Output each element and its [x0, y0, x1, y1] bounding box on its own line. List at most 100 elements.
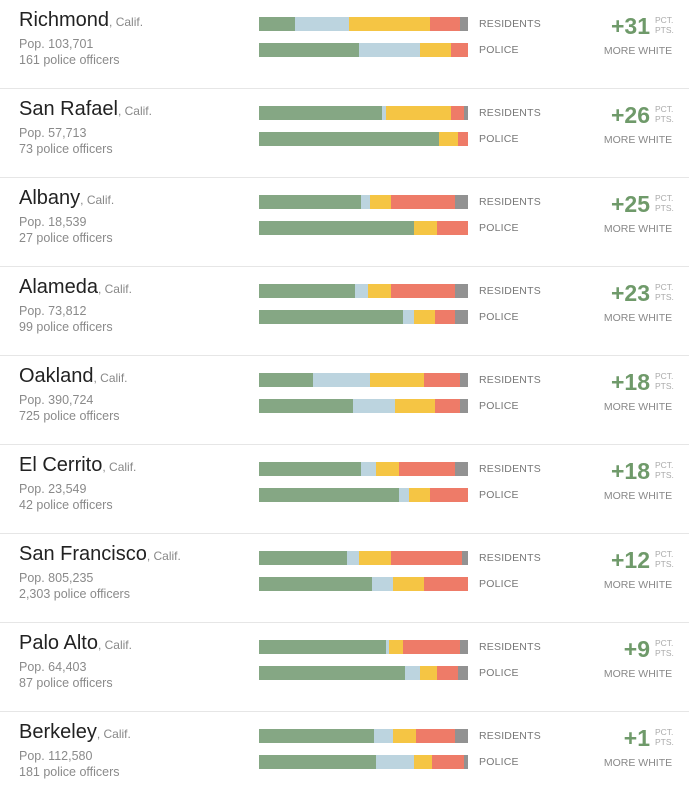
difference-units: PCT. PTS.	[655, 371, 685, 391]
police-segment-hispanic	[413, 755, 433, 769]
residents-segment-hispanic	[367, 284, 391, 298]
residents-label: RESIDENTS	[479, 730, 541, 742]
residents-label: RESIDENTS	[479, 552, 541, 564]
more-white-label: MORE WHITE	[603, 668, 673, 680]
population: Pop. 18,539	[19, 215, 87, 229]
police-bar	[259, 755, 468, 769]
city-name: Palo Alto	[19, 632, 98, 654]
residents-segment-asian	[386, 640, 389, 654]
difference-units: PCT. PTS.	[655, 638, 685, 658]
pts-label: PTS.	[655, 203, 674, 213]
pct-label: PCT.	[655, 638, 674, 648]
residents-bar	[259, 462, 468, 476]
residents-bar	[259, 551, 468, 565]
more-white-label: MORE WHITE	[603, 45, 673, 57]
difference-value: +18	[610, 458, 650, 484]
officer-count: 181 police officers	[19, 765, 120, 779]
residents-segment-hispanic	[388, 640, 404, 654]
residents-segment-black	[424, 373, 460, 387]
police-segment-white	[259, 310, 404, 324]
difference-value: +25	[610, 191, 650, 217]
city-name: San Francisco	[19, 543, 147, 565]
police-bar	[259, 488, 468, 502]
residents-bar	[259, 17, 468, 31]
police-segment-white	[259, 399, 354, 413]
residents-segment-other	[459, 17, 468, 31]
residents-segment-black	[390, 551, 462, 565]
state-label: , Calif.	[117, 104, 152, 118]
pts-label: PTS.	[655, 559, 674, 569]
residents-label: RESIDENTS	[479, 641, 541, 653]
pct-label: PCT.	[655, 104, 674, 114]
residents-segment-hispanic	[392, 729, 416, 743]
police-segment-white	[259, 488, 400, 502]
residents-segment-other	[459, 373, 468, 387]
police-segment-black	[457, 132, 468, 146]
state-label: , Calif.	[97, 638, 132, 652]
residents-segment-hispanic	[359, 551, 391, 565]
officer-count: 2,303 police officers	[19, 587, 130, 601]
police-bar	[259, 132, 468, 146]
city-row: Oakland, Calif. Pop. 390,724 725 police of…	[0, 356, 689, 445]
residents-segment-hispanic	[369, 195, 391, 209]
residents-segment-asian	[361, 462, 377, 476]
police-label: POLICE	[479, 578, 519, 590]
residents-label: RESIDENTS	[479, 18, 541, 30]
officer-count: 27 police officers	[19, 231, 113, 245]
difference-value: +31	[610, 13, 650, 39]
difference-value: +26	[610, 102, 650, 128]
officer-count: 99 police officers	[19, 320, 113, 334]
pct-label: PCT.	[655, 371, 674, 381]
police-segment-black	[430, 488, 468, 502]
residents-label: RESIDENTS	[479, 285, 541, 297]
pct-label: PCT.	[655, 282, 674, 292]
state-label: , Calif.	[96, 727, 131, 741]
residents-bar	[259, 195, 468, 209]
residents-segment-black	[390, 284, 456, 298]
difference-units: PCT. PTS.	[655, 727, 685, 747]
state-label: , Calif.	[93, 371, 128, 385]
officer-count: 161 police officers	[19, 53, 120, 67]
police-segment-black	[451, 43, 468, 57]
city-row: El Cerrito, Calif. Pop. 23,549 42 police o…	[0, 445, 689, 534]
pct-label: PCT.	[655, 549, 674, 559]
police-segment-hispanic	[413, 310, 435, 324]
state-label: , Calif.	[97, 282, 132, 296]
police-segment-asian	[376, 755, 414, 769]
police-label: POLICE	[479, 222, 519, 234]
police-segment-white	[259, 43, 360, 57]
police-label: POLICE	[479, 44, 519, 56]
difference-value: +18	[610, 369, 650, 395]
police-segment-white	[259, 666, 406, 680]
residents-segment-white	[259, 373, 314, 387]
police-segment-hispanic	[394, 399, 435, 413]
pts-label: PTS.	[655, 648, 674, 658]
police-segment-other	[455, 310, 468, 324]
population: Pop. 390,724	[19, 393, 94, 407]
city-name: El Cerrito	[19, 454, 103, 476]
residents-segment-other	[455, 284, 468, 298]
city-title: San Rafael, Calif.	[19, 98, 152, 121]
residents-segment-white	[259, 195, 362, 209]
officer-count: 42 police officers	[19, 498, 113, 512]
difference-units: PCT. PTS.	[655, 193, 685, 213]
difference-units: PCT. PTS.	[655, 282, 685, 302]
pct-label: PCT.	[655, 460, 674, 470]
residents-segment-other	[455, 462, 468, 476]
police-label: POLICE	[479, 133, 519, 145]
city-title: Berkeley, Calif.	[19, 721, 131, 744]
city-row: Palo Alto, Calif. Pop. 64,403 87 police of…	[0, 623, 689, 712]
police-segment-asian	[405, 666, 420, 680]
population: Pop. 64,403	[19, 660, 87, 674]
more-white-label: MORE WHITE	[603, 134, 673, 146]
police-label: POLICE	[479, 400, 519, 412]
residents-segment-white	[259, 640, 387, 654]
state-label: , Calif.	[102, 460, 137, 474]
state-label: , Calif.	[109, 15, 144, 29]
difference-units: PCT. PTS.	[655, 460, 685, 480]
residents-label: RESIDENTS	[479, 107, 541, 119]
police-segment-white	[259, 221, 414, 235]
police-segment-asian	[359, 43, 420, 57]
population: Pop. 112,580	[19, 749, 93, 763]
